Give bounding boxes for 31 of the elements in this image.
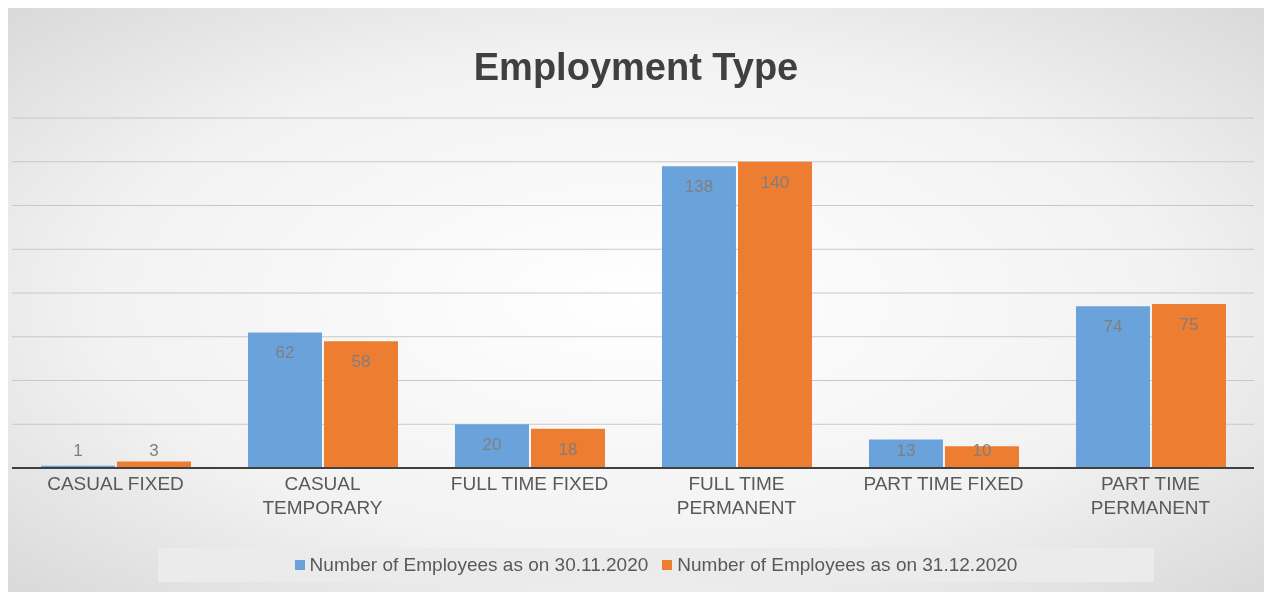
bar [944,446,1019,468]
data-label: 10 [972,441,992,460]
data-label: 13 [896,441,916,460]
bar [530,428,605,468]
data-label: 62 [275,343,295,363]
bar [737,161,812,468]
x-tick-label: CASUAL TEMPORARY [262,473,383,518]
data-label: 1 [73,441,83,460]
bar [116,461,191,468]
x-tick-label: CASUAL FIXED [47,473,184,494]
data-label: 138 [684,177,714,197]
bar [323,341,398,468]
data-label: 75 [1179,314,1199,334]
data-label: 140 [760,172,790,192]
x-tick-label: FULL TIME FIXED [450,473,609,494]
x-tick-label: FULL TIME PERMANENT [676,473,797,518]
legend-label: Number of Employees as on 30.11.2020 [309,554,649,576]
data-label: 3 [149,441,159,460]
data-label: 74 [1103,317,1123,337]
bar [1075,306,1150,468]
data-label: 58 [351,352,371,372]
x-tick-label: PART TIME FIXED [863,473,1024,494]
bar [454,424,529,468]
bar [247,332,322,468]
bar [1151,303,1226,468]
legend-label: Number of Employees as on 31.12.2020 [677,554,1018,576]
data-label: 18 [558,439,578,459]
bar [661,166,736,468]
chart-title: Employment Type [472,46,800,89]
x-tick-label: PART TIME PERMANENT [1090,473,1211,518]
data-label: 20 [482,435,502,455]
